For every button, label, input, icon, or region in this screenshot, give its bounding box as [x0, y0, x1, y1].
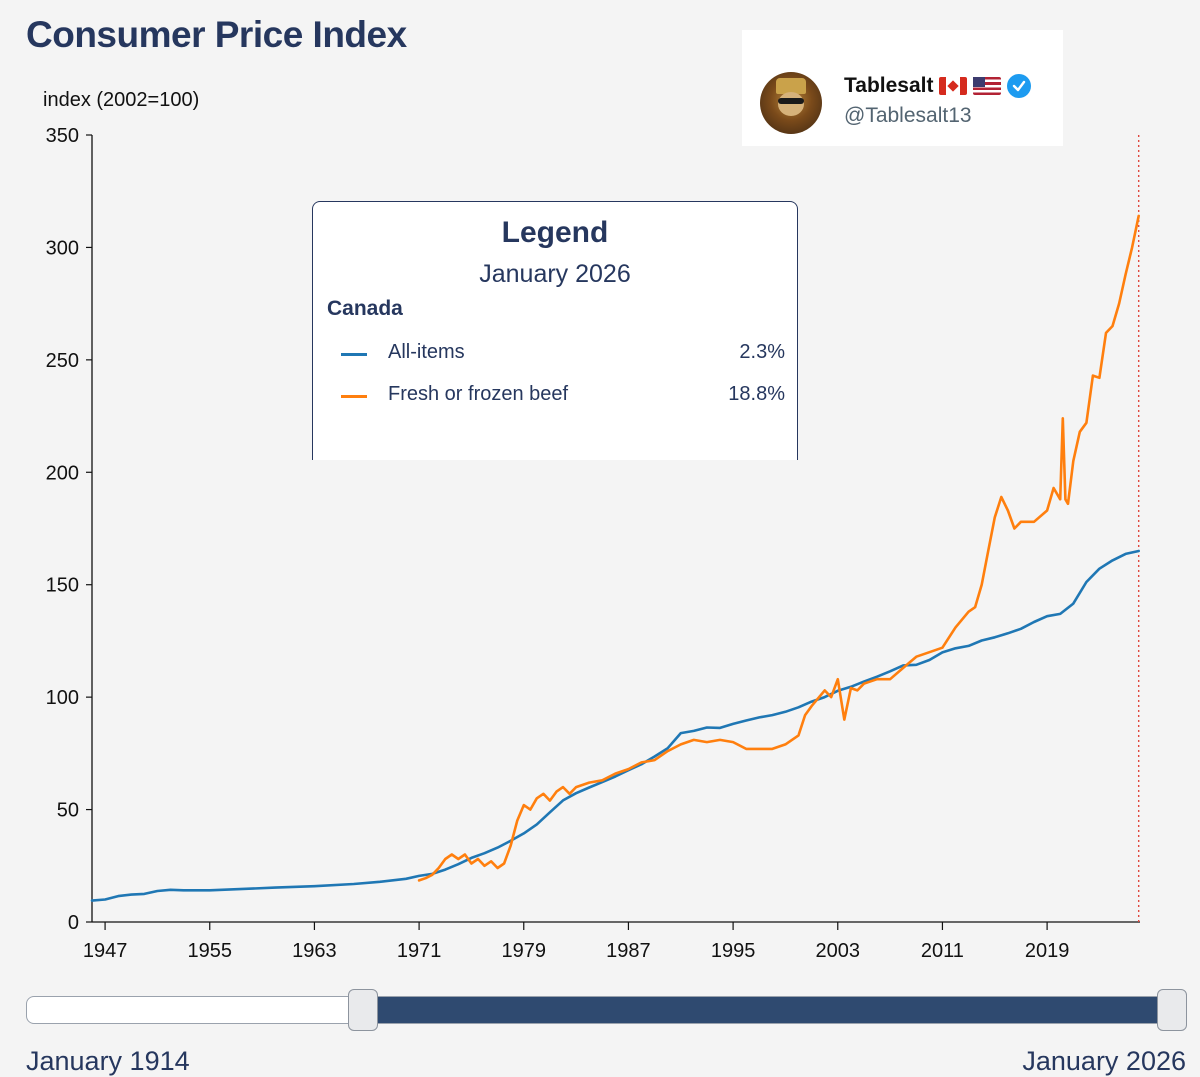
y-tick-label: 200	[46, 462, 79, 484]
legend-label: Fresh or frozen beef	[388, 383, 569, 405]
slider-start-handle[interactable]	[348, 989, 378, 1031]
author-handle[interactable]: @Tablesalt13	[844, 104, 972, 127]
legend-item-beef[interactable]: Fresh or frozen beef 18.8%	[341, 383, 785, 411]
x-tick-label: 1955	[188, 940, 233, 962]
author-name-row: Tablesalt	[844, 74, 1032, 98]
y-tick-label: 250	[46, 350, 79, 372]
y-tick-label: 300	[46, 237, 79, 259]
author-card[interactable]: Tablesalt @Tablesalt13	[742, 30, 1063, 146]
legend-panel: Legend January 2026 Canada All-items 2.3…	[312, 201, 798, 460]
author-name[interactable]: Tablesalt	[844, 74, 934, 97]
legend-value: 2.3%	[739, 341, 785, 363]
x-tick-label: 1963	[292, 940, 337, 962]
range-end-label: January 2026	[1022, 1046, 1186, 1076]
date-range-slider-selection[interactable]	[362, 997, 1174, 1023]
legend-label: All-items	[388, 341, 465, 363]
x-tick-label: 2003	[816, 940, 861, 962]
avatar[interactable]	[760, 72, 822, 134]
slider-end-handle[interactable]	[1157, 989, 1187, 1031]
beef-line[interactable]	[417, 214, 1140, 882]
y-tick-label: 100	[46, 687, 79, 709]
chart-axes: 0 50 100 150 200 250 300 350 1947 1955 1963 1971 197…	[46, 125, 1140, 962]
x-tick-label: 1979	[502, 940, 547, 962]
range-start-label: January 1914	[26, 1046, 190, 1076]
y-tick-label: 150	[46, 575, 79, 597]
x-tick-label: 1987	[606, 940, 651, 962]
legend-value: 18.8%	[728, 383, 785, 405]
x-tick-label: 1947	[83, 940, 128, 962]
us-flag-icon	[973, 77, 1002, 95]
x-tick-label: 2011	[921, 940, 964, 962]
y-axis-label: index (2002=100)	[43, 89, 200, 111]
legend-item-all-items[interactable]: All-items 2.3%	[341, 341, 785, 369]
x-tick-label: 1995	[711, 940, 756, 962]
page-title: Consumer Price Index	[26, 14, 407, 55]
chart-series	[90, 135, 1140, 922]
x-tick-label: 1971	[397, 940, 442, 962]
y-tick-label: 0	[68, 912, 79, 934]
legend-title: Legend	[501, 216, 609, 249]
all-items-line[interactable]	[90, 549, 1140, 902]
canada-flag-icon	[939, 77, 968, 95]
legend-geography: Canada	[327, 297, 403, 320]
x-tick-label: 2019	[1025, 940, 1070, 962]
legend-swatch-beef	[341, 395, 367, 398]
legend-date: January 2026	[479, 260, 631, 288]
y-tick-label: 350	[46, 125, 79, 147]
verified-badge-icon	[1007, 74, 1032, 98]
legend-swatch-all-items	[341, 353, 367, 356]
y-tick-label: 50	[57, 800, 79, 822]
